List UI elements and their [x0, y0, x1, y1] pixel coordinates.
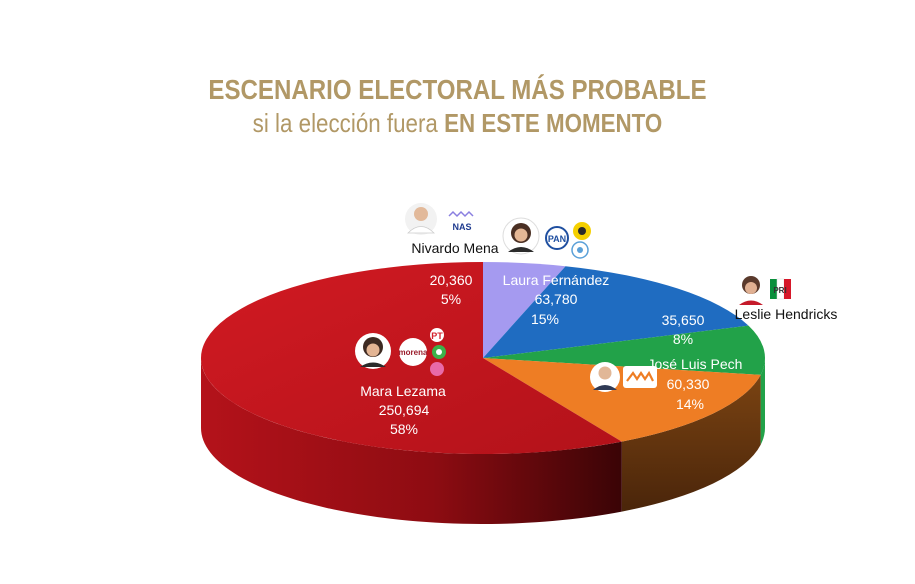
- candidate-name-leslie: Leslie Hendricks: [735, 306, 838, 322]
- slice-jos-luis-pech: [483, 358, 761, 442]
- slice-leslie-hendricks: [483, 325, 766, 375]
- value-label-leslie: 35,650: [662, 312, 705, 328]
- title-line-2-regular: si la elección fuera: [252, 108, 445, 138]
- svg-text:PRI: PRI: [773, 286, 786, 295]
- avatar-leslie-hendricks: [735, 274, 767, 306]
- slice-label-leslie-hendricks: Leslie Hendricks 35,650 8%: [662, 306, 838, 347]
- value-label-jose: 60,330: [667, 376, 710, 392]
- party-logo-local-2: [430, 362, 444, 376]
- candidate-name-jose: José Luis Pech: [648, 356, 743, 372]
- party-logo-local: [571, 241, 589, 259]
- party-logo-prd: [573, 222, 591, 240]
- slice-side-mara-lezama: [201, 358, 622, 524]
- svg-text:morena: morena: [399, 348, 428, 357]
- avatar-jose-luis-pech: [590, 362, 620, 392]
- percent-label-jose: 14%: [676, 396, 704, 412]
- avatar-laura-fernandez: [502, 217, 540, 255]
- slice-label-laura-fernandez: Laura Fernández 63,780 15%: [503, 272, 610, 327]
- candidate-name-nivardo: Nivardo Mena: [411, 240, 498, 256]
- percent-label-mara: 58%: [390, 421, 418, 437]
- party-logo-pvem: [432, 345, 446, 359]
- value-label-nivardo: 20,360: [430, 272, 473, 288]
- slice-side-jos-luis-pech: [621, 374, 761, 512]
- party-logo-nas: NAS: [446, 207, 478, 233]
- value-label-laura: 63,780: [535, 291, 578, 307]
- party-logo-morena: morena: [399, 338, 428, 366]
- svg-text:PT: PT: [431, 331, 443, 341]
- percent-label-nivardo: 5%: [441, 291, 461, 307]
- slice-label-jose-luis-pech: José Luis Pech 60,330 14%: [648, 356, 743, 412]
- svg-text:NAS: NAS: [452, 222, 471, 232]
- slice-nivardo-mena: [483, 262, 566, 358]
- value-label-mara: 250,694: [379, 402, 430, 418]
- avatar-nivardo-mena: [405, 203, 437, 235]
- svg-text:PAN: PAN: [548, 234, 566, 244]
- chart-title: ESCENARIO ELECTORAL MÁS PROBABLE si la e…: [0, 74, 915, 139]
- slice-laura-fern-ndez: [483, 266, 749, 358]
- candidate-name-laura: Laura Fernández: [503, 272, 610, 288]
- pie-slices: [201, 262, 766, 455]
- slice-side-leslie-hendricks: [760, 358, 765, 445]
- party-logo-pt: PT: [430, 328, 444, 342]
- title-line-2-bold: EN ESTE MOMENTO: [444, 108, 663, 138]
- title-line-2: si la elección fuera EN ESTE MOMENTO: [64, 108, 851, 139]
- party-logo-pri: PRI: [770, 278, 791, 300]
- party-logo-mc: [623, 366, 657, 388]
- percent-label-laura: 15%: [531, 311, 559, 327]
- avatar-mara-lezama: [355, 333, 391, 369]
- pie-depth: [201, 358, 765, 524]
- title-line-1: ESCENARIO ELECTORAL MÁS PROBABLE: [208, 74, 707, 105]
- candidate-name-mara: Mara Lezama: [360, 383, 446, 399]
- slice-label-mara-lezama: Mara Lezama 250,694 58%: [360, 383, 446, 437]
- slice-label-nivardo-mena: Nivardo Mena 20,360 5%: [411, 240, 498, 307]
- party-logo-pan: PAN: [545, 226, 569, 250]
- percent-label-leslie: 8%: [673, 331, 693, 347]
